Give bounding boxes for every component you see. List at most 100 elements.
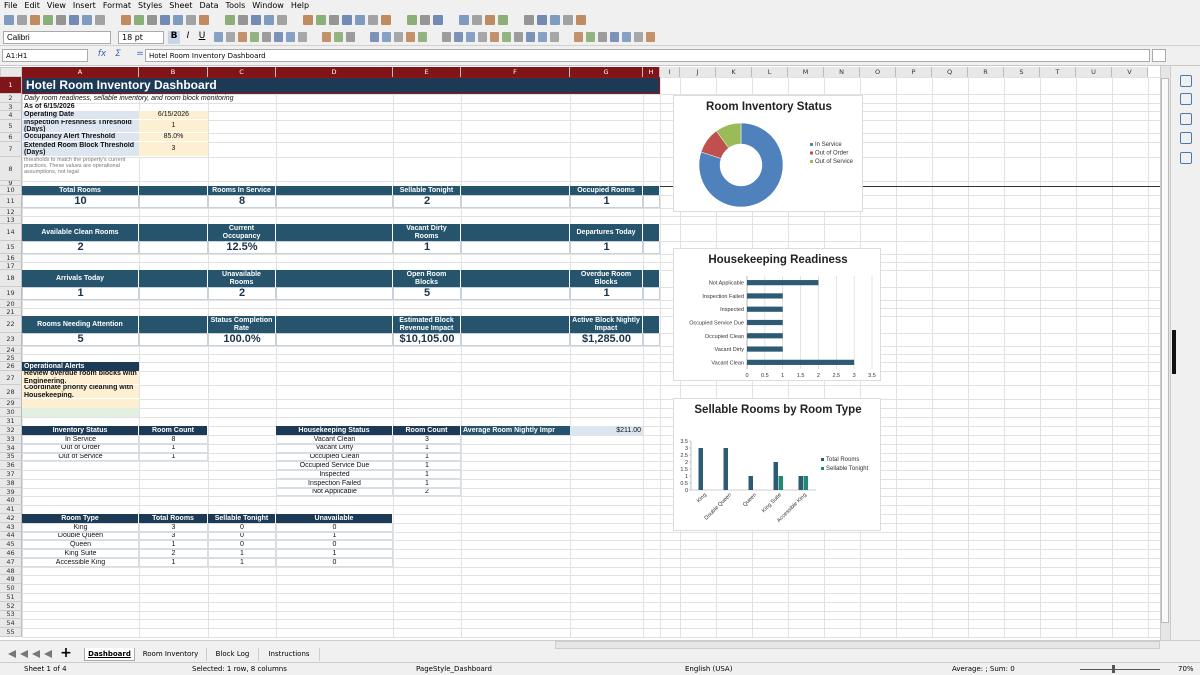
toolbar-button[interactable] — [490, 32, 499, 42]
formula-icon[interactable]: fx — [97, 49, 107, 59]
menu-item[interactable]: Help — [290, 1, 310, 10]
row-header[interactable]: 21 — [0, 308, 22, 316]
column-header[interactable]: H — [643, 67, 660, 77]
toolbar-button[interactable] — [586, 32, 595, 42]
row-header[interactable]: 2 — [0, 94, 22, 103]
chart[interactable]: 0 0.5 1 1.5 2 2.5 3 3.5 King Double Queen Queen Kin… — [673, 398, 881, 531]
sheet-tab[interactable]: Block Log — [207, 648, 259, 661]
toolbar-button[interactable] — [30, 15, 40, 25]
toolbar-button[interactable] — [298, 32, 307, 42]
column-header[interactable]: G — [570, 67, 643, 77]
toolbar-button[interactable] — [355, 15, 365, 25]
corner-cell[interactable] — [0, 67, 22, 77]
column-header[interactable]: S — [1004, 67, 1040, 77]
font-name-box[interactable]: Calibri — [3, 31, 111, 44]
toolbar-button[interactable] — [459, 15, 469, 25]
horizontal-scrollbar[interactable] — [555, 641, 1160, 649]
row-header[interactable]: 5 — [0, 120, 22, 133]
toolbar-button[interactable] — [303, 15, 313, 25]
toolbar-button[interactable] — [485, 15, 495, 25]
toolbar-button[interactable] — [526, 32, 535, 42]
toolbar-button[interactable] — [598, 32, 607, 42]
toolbar-button[interactable] — [418, 32, 427, 42]
toolbar-button[interactable] — [420, 15, 430, 25]
toolbar-button[interactable] — [199, 15, 209, 25]
toolbar-button[interactable] — [286, 32, 295, 42]
toolbar-button[interactable] — [524, 15, 534, 25]
toolbar-button[interactable] — [238, 32, 247, 42]
toolbar-button[interactable] — [238, 15, 248, 25]
toolbar-button[interactable] — [95, 15, 105, 25]
row-header[interactable]: 43 — [0, 522, 22, 532]
row-header[interactable]: 10 — [0, 186, 22, 195]
row-header[interactable]: 34 — [0, 443, 22, 453]
font-size-box[interactable]: 18 pt — [118, 31, 164, 44]
row-header[interactable]: 17 — [0, 262, 22, 270]
zoom-slider[interactable] — [1080, 669, 1160, 670]
row-header[interactable]: 29 — [0, 399, 22, 408]
column-header[interactable]: D — [276, 67, 393, 77]
toolbar-button[interactable] — [610, 32, 619, 42]
row-header[interactable]: 19 — [0, 287, 22, 300]
toolbar-button[interactable] — [478, 32, 487, 42]
row-header[interactable]: 8 — [0, 157, 22, 181]
chart[interactable]: 0 0.5 1 1.5 2 2.5 3 3.5 Vacant Clean Vacant Dirty… — [673, 248, 881, 381]
toolbar-button[interactable] — [550, 15, 560, 25]
row-header[interactable]: 27 — [0, 371, 22, 385]
toolbar-button[interactable] — [250, 32, 259, 42]
format-button[interactable]: I — [186, 31, 190, 41]
menu-item[interactable]: Edit — [24, 1, 40, 10]
sheet-tab[interactable]: Dashboard — [84, 648, 135, 661]
menu-item[interactable]: Sheet — [169, 1, 193, 10]
sidebar-button[interactable] — [1180, 93, 1192, 105]
toolbar-button[interactable] — [502, 32, 511, 42]
row-header[interactable]: 7 — [0, 142, 22, 157]
toolbar-button[interactable] — [472, 15, 482, 25]
toolbar-button[interactable] — [262, 32, 271, 42]
column-header[interactable]: J — [680, 67, 716, 77]
toolbar-button[interactable] — [538, 32, 547, 42]
row-header[interactable]: 22 — [0, 316, 22, 333]
toolbar-button[interactable] — [186, 15, 196, 25]
row-header[interactable]: 49 — [0, 575, 22, 585]
row-header[interactable]: 44 — [0, 531, 22, 541]
toolbar-button[interactable] — [226, 32, 235, 42]
row-header[interactable]: 33 — [0, 435, 22, 444]
toolbar-button[interactable] — [406, 32, 415, 42]
toolbar-button[interactable] — [622, 32, 631, 42]
toolbar-button[interactable] — [56, 15, 66, 25]
column-header[interactable]: M — [788, 67, 824, 77]
sidebar-button[interactable] — [1180, 113, 1192, 125]
sheet-tab[interactable]: Instructions — [259, 648, 320, 661]
row-header[interactable]: 48 — [0, 566, 22, 576]
row-header[interactable]: 41 — [0, 505, 22, 514]
sidebar-button[interactable] — [1180, 75, 1192, 87]
row-header[interactable]: 20 — [0, 300, 22, 308]
toolbar-button[interactable] — [574, 32, 583, 42]
row-header[interactable]: 47 — [0, 557, 22, 567]
toolbar-button[interactable] — [368, 15, 378, 25]
toolbar-button[interactable] — [225, 15, 235, 25]
formula-expand[interactable] — [1152, 49, 1166, 62]
row-header[interactable]: 15 — [0, 241, 22, 254]
toolbar-button[interactable] — [121, 15, 131, 25]
row-header[interactable]: 40 — [0, 496, 22, 506]
row-header[interactable]: 26 — [0, 362, 22, 371]
column-header[interactable]: R — [968, 67, 1004, 77]
format-button[interactable]: U — [198, 31, 206, 41]
sidebar-button[interactable] — [1180, 152, 1192, 164]
row-header[interactable]: 31 — [0, 417, 22, 426]
row-header[interactable]: 52 — [0, 601, 22, 611]
toolbar-button[interactable] — [342, 15, 352, 25]
row-header[interactable]: 54 — [0, 619, 22, 629]
column-header[interactable]: N — [824, 67, 860, 77]
column-header[interactable]: I — [660, 67, 680, 77]
sheet-tab[interactable]: Room Inventory — [135, 648, 207, 661]
toolbar-button[interactable] — [322, 32, 331, 42]
row-header[interactable]: 39 — [0, 487, 22, 497]
row-header[interactable]: 6 — [0, 133, 22, 142]
row-header[interactable]: 38 — [0, 478, 22, 488]
column-header[interactable]: A — [22, 67, 139, 77]
column-header[interactable]: F — [461, 67, 570, 77]
row-header[interactable]: 24 — [0, 346, 22, 354]
